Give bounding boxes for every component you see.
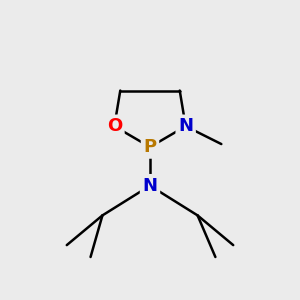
Text: N: N <box>142 177 158 195</box>
Text: O: O <box>107 117 122 135</box>
Text: P: P <box>143 138 157 156</box>
Text: N: N <box>178 117 193 135</box>
